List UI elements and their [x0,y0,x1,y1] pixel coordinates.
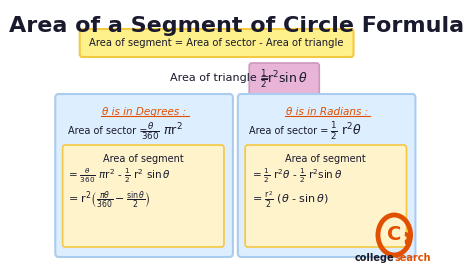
FancyBboxPatch shape [238,94,415,257]
FancyBboxPatch shape [245,145,407,247]
FancyBboxPatch shape [63,145,224,247]
Text: θ is in Radians :: θ is in Radians : [285,107,368,117]
Text: = $\frac{\theta}{360}$ $\pi\mathregular{r^2}$ - $\frac{1}{2}$ $\mathregular{r^2}: = $\frac{\theta}{360}$ $\pi\mathregular{… [68,167,171,185]
Text: C: C [387,226,401,245]
Text: Area of segment: Area of segment [103,154,183,164]
FancyBboxPatch shape [55,94,233,257]
Text: Area of segment = Area of sector - Area of triangle: Area of segment = Area of sector - Area … [90,38,344,48]
Text: $\frac{1}{2}$$\mathregular{r^2}$$\sin\theta$: $\frac{1}{2}$$\mathregular{r^2}$$\sin\th… [260,68,308,90]
Text: $\frac{1}{2}$ $\mathregular{r^2}\theta$: $\frac{1}{2}$ $\mathregular{r^2}\theta$ [329,120,361,142]
Text: = $\mathregular{r^2}$$\left(\frac{\pi\theta}{360} - \frac{\sin\theta}{2}\right)$: = $\mathregular{r^2}$$\left(\frac{\pi\th… [68,189,151,211]
Text: = $\frac{1}{2}$ $\mathregular{r^2}$$\theta$ - $\frac{1}{2}$ $\mathregular{r^2}$$: = $\frac{1}{2}$ $\mathregular{r^2}$$\the… [252,167,342,185]
Text: Area of segment: Area of segment [285,154,366,164]
FancyBboxPatch shape [80,29,354,57]
Text: search: search [394,253,431,263]
Text: Area of sector =: Area of sector = [249,126,332,136]
Text: = $\frac{\mathregular{r^2}}{2}$ ($\theta$ - $\sin\theta$): = $\frac{\mathregular{r^2}}{2}$ ($\theta… [252,190,328,210]
Text: θ is in Degrees :: θ is in Degrees : [102,107,186,117]
Text: Area of sector =: Area of sector = [68,126,151,136]
Text: college: college [355,253,394,263]
Text: $\frac{\theta}{360}$ $\pi\mathregular{r^2}$: $\frac{\theta}{360}$ $\pi\mathregular{r^… [141,120,183,142]
Text: Area of a Segment of Circle Formula: Area of a Segment of Circle Formula [9,16,465,36]
FancyBboxPatch shape [249,63,319,95]
Text: Area of triangle =: Area of triangle = [170,73,273,83]
